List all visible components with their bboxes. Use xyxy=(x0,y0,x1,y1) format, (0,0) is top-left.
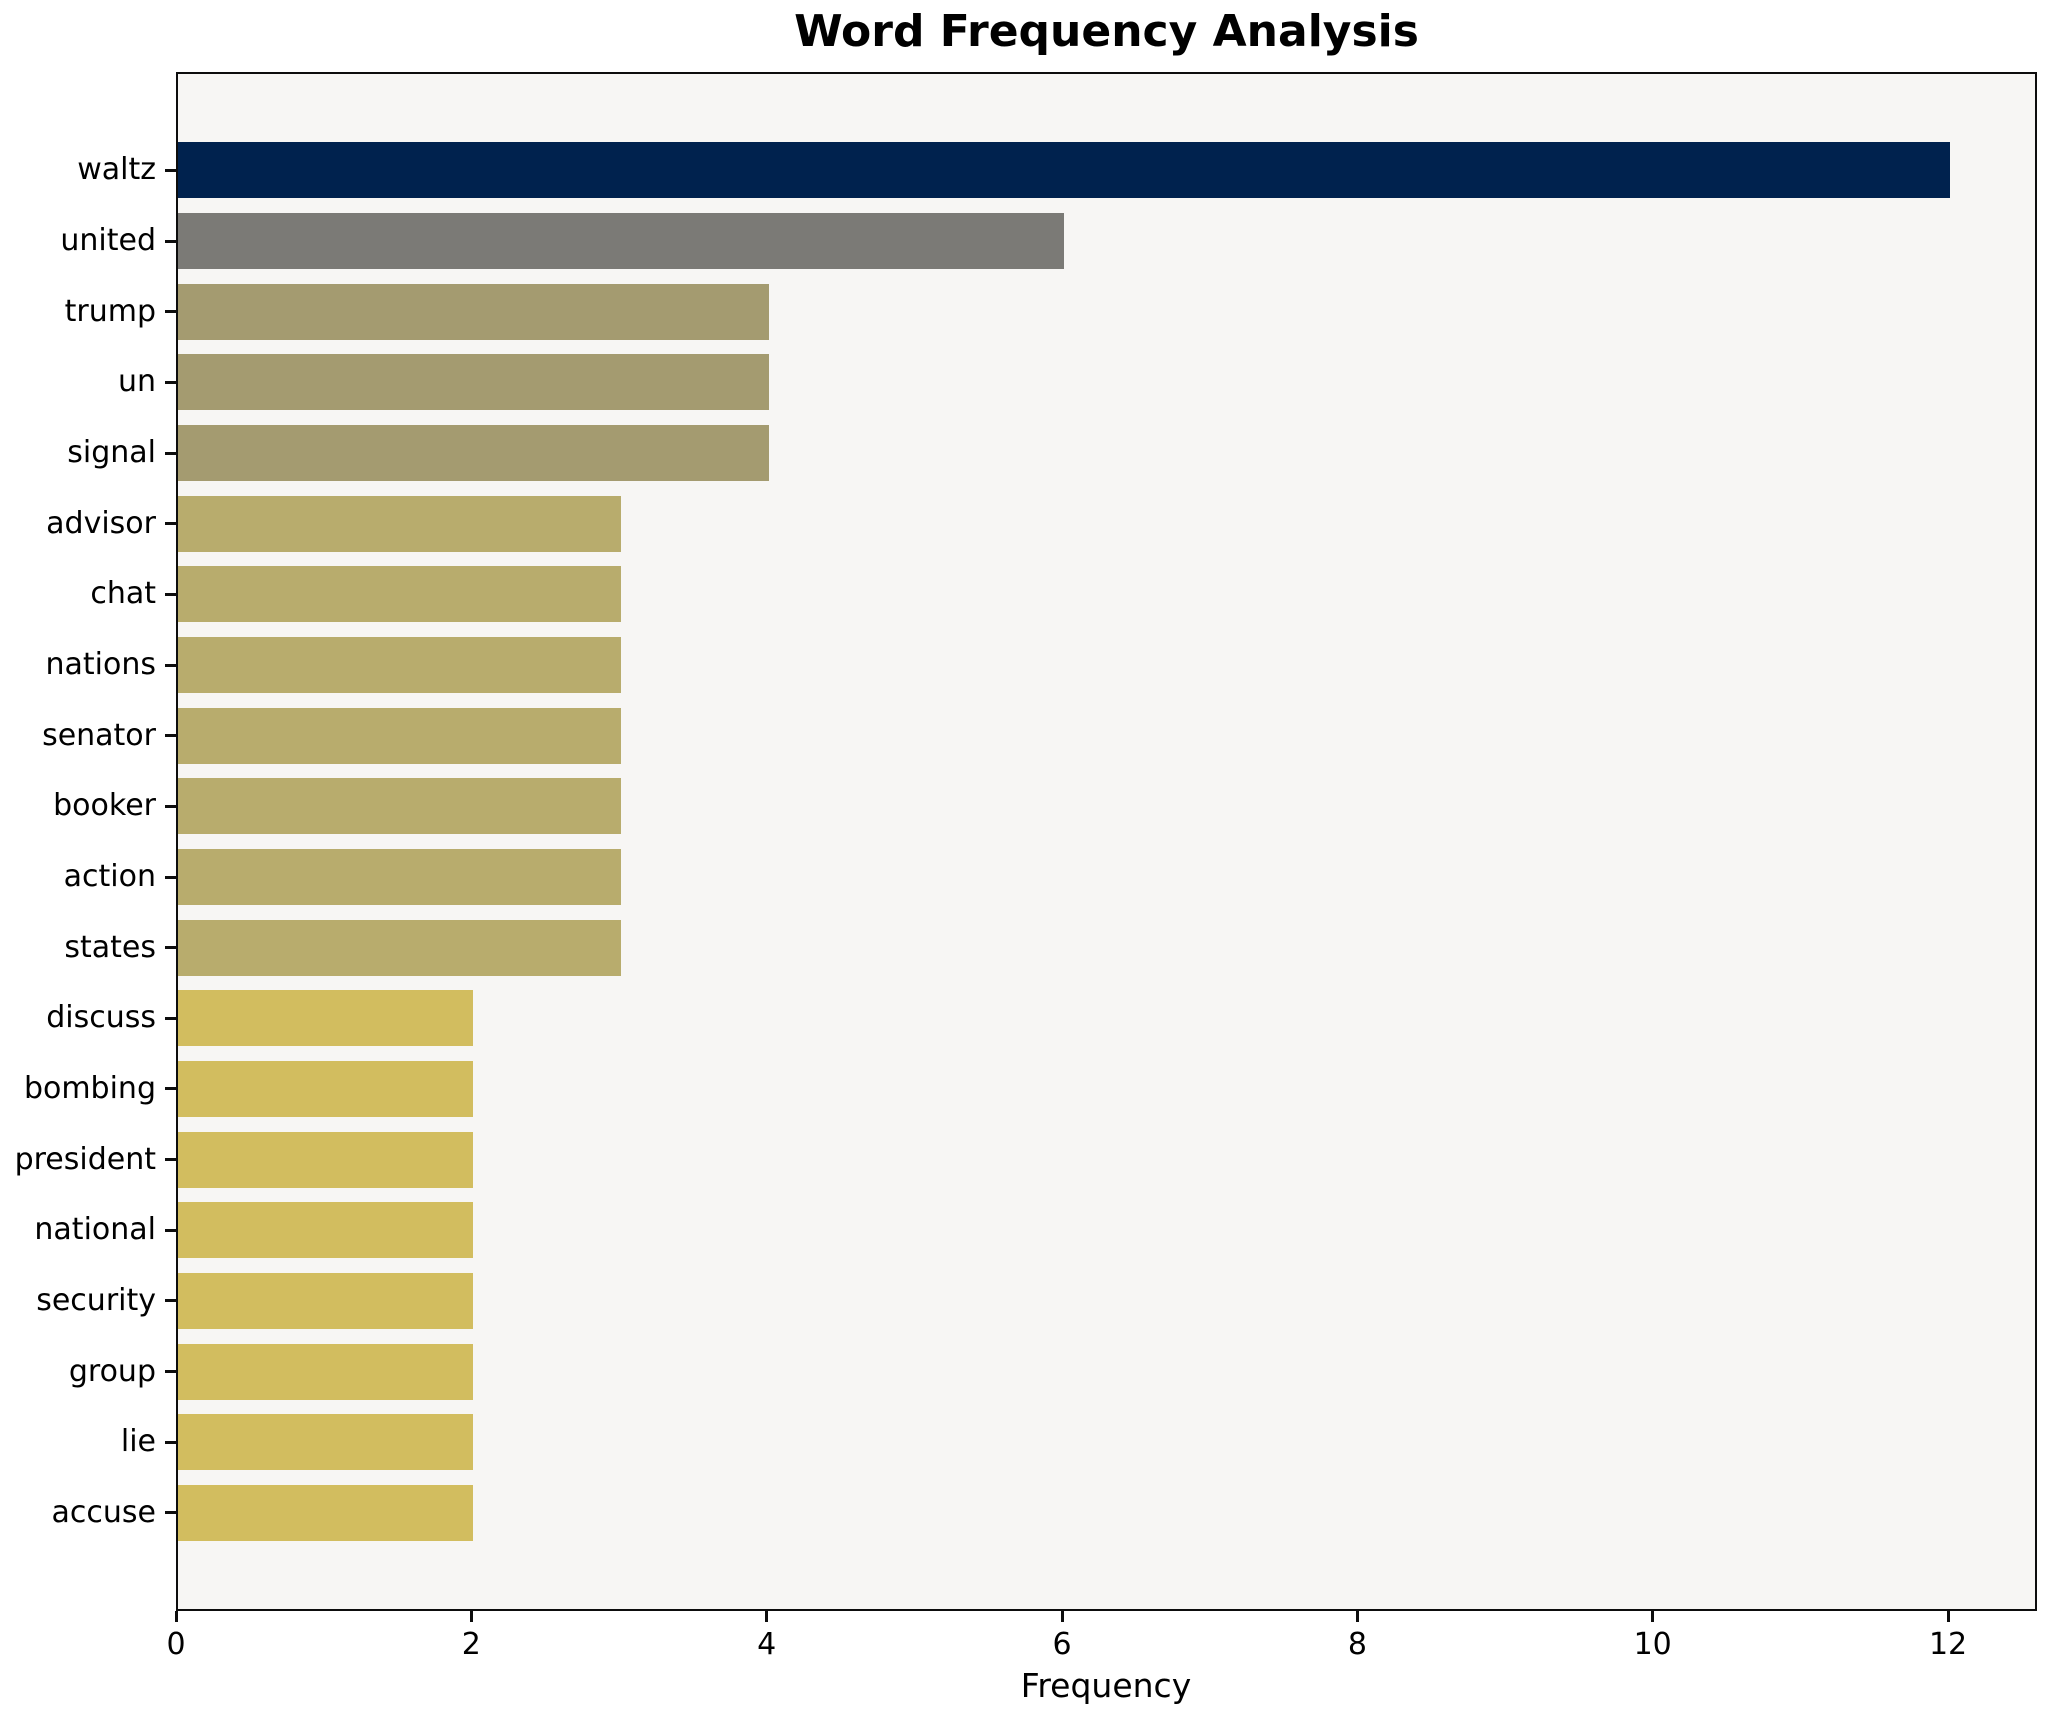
bar-signal xyxy=(178,425,769,482)
bar-nations xyxy=(178,637,621,694)
y-tick-mark xyxy=(165,1370,176,1374)
y-tick-label-accuse: accuse xyxy=(51,1494,156,1530)
y-tick-label-un: un xyxy=(117,364,156,400)
y-tick-mark xyxy=(165,239,176,243)
y-tick-label-nations: nations xyxy=(45,647,157,683)
y-tick-mark xyxy=(165,734,176,738)
x-tick-mark xyxy=(469,1611,473,1622)
y-tick-label-national: national xyxy=(34,1212,156,1248)
bar-discuss xyxy=(178,990,473,1047)
bar-advisor xyxy=(178,495,621,552)
y-tick-label-lie: lie xyxy=(120,1424,156,1460)
y-tick-label-signal: signal xyxy=(67,435,156,471)
y-tick-mark xyxy=(165,1299,176,1303)
x-tick-mark xyxy=(1946,1611,1950,1622)
x-axis-label: Frequency xyxy=(1020,1666,1192,1705)
y-tick-mark xyxy=(165,1016,176,1020)
y-tick-mark xyxy=(165,522,176,526)
bar-action xyxy=(178,849,621,905)
bar-lie xyxy=(178,1414,473,1471)
bar-un xyxy=(178,354,769,411)
bar-security xyxy=(178,1272,473,1329)
y-tick-label-president: president xyxy=(14,1141,156,1177)
y-tick-mark xyxy=(165,1228,176,1232)
y-tick-label-group: group xyxy=(68,1353,156,1389)
y-tick-label-trump: trump xyxy=(64,293,156,329)
bar-president xyxy=(178,1131,473,1188)
x-tick-label-6: 6 xyxy=(1052,1627,1072,1662)
x-tick-mark xyxy=(1355,1611,1359,1622)
y-tick-label-discuss: discuss xyxy=(46,1000,156,1036)
y-tick-mark xyxy=(165,663,176,667)
y-tick-mark xyxy=(165,1087,176,1091)
x-tick-label-10: 10 xyxy=(1633,1627,1672,1662)
bar-booker xyxy=(178,778,621,835)
bar-trump xyxy=(178,283,769,340)
y-tick-label-security: security xyxy=(36,1282,156,1318)
x-tick-mark xyxy=(174,1611,178,1622)
x-tick-mark xyxy=(1060,1611,1064,1622)
bar-states xyxy=(178,919,621,976)
y-tick-label-booker: booker xyxy=(53,788,156,824)
x-tick-label-12: 12 xyxy=(1928,1627,1968,1662)
y-tick-label-senator: senator xyxy=(42,717,156,753)
x-tick-label-0: 0 xyxy=(166,1627,186,1662)
x-tick-label-4: 4 xyxy=(757,1627,777,1662)
y-tick-label-states: states xyxy=(64,929,156,965)
bar-accuse xyxy=(178,1484,473,1541)
y-tick-label-advisor: advisor xyxy=(46,505,156,541)
bar-bombing xyxy=(178,1060,473,1117)
bar-national xyxy=(178,1202,473,1259)
y-tick-mark xyxy=(165,451,176,455)
y-tick-mark xyxy=(165,310,176,314)
bar-united xyxy=(178,213,1064,270)
bar-waltz xyxy=(178,142,1950,199)
bar-senator xyxy=(178,707,621,764)
bar-chat xyxy=(178,566,621,623)
y-tick-mark xyxy=(165,168,176,172)
x-tick-mark xyxy=(1651,1611,1655,1622)
y-tick-label-waltz: waltz xyxy=(77,152,156,188)
y-tick-mark xyxy=(165,592,176,596)
y-tick-mark xyxy=(165,1511,176,1515)
bar-group xyxy=(178,1343,473,1400)
y-tick-mark xyxy=(165,380,176,384)
chart-title: Word Frequency Analysis xyxy=(794,6,1419,57)
y-tick-label-united: united xyxy=(60,223,156,259)
x-tick-label-2: 2 xyxy=(461,1627,481,1662)
y-tick-mark xyxy=(165,1158,176,1162)
y-tick-mark xyxy=(165,875,176,879)
y-tick-label-chat: chat xyxy=(90,576,156,612)
plot-area xyxy=(176,72,2037,1611)
y-tick-mark xyxy=(165,946,176,950)
y-tick-label-bombing: bombing xyxy=(23,1070,156,1106)
x-tick-label-8: 8 xyxy=(1347,1627,1367,1662)
y-tick-mark xyxy=(165,1440,176,1444)
y-tick-label-action: action xyxy=(63,859,156,894)
y-tick-mark xyxy=(165,804,176,808)
x-tick-mark xyxy=(765,1611,769,1622)
